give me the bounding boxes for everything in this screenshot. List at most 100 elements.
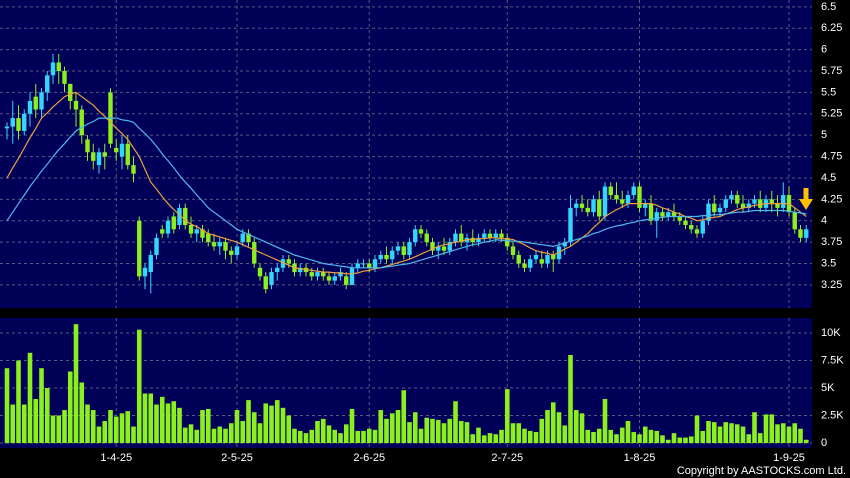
volume-bar [792,423,798,444]
volume-bar [568,354,573,444]
volume-bar [487,433,493,444]
candle-body [637,186,642,208]
candle-body [114,148,119,153]
moving-average-line [6,117,807,269]
candle-body [775,203,780,208]
candle-body [79,109,84,136]
volume-bar [4,368,10,444]
candle-body [545,254,550,264]
volume-bar [343,424,349,444]
y-tick-label: 5.75 [821,65,842,77]
y-tick-label: 2.5K [821,409,844,421]
candle-body [660,212,665,217]
volume-bar [320,418,326,444]
volume-bar [775,424,780,444]
x-tick-label: 1-4-25 [100,452,132,464]
volume-bar [384,418,389,444]
volume-bar [62,410,67,444]
marks-layer [4,53,809,444]
candle-body [22,113,27,131]
volume-bar [142,393,148,444]
candle-body [280,259,286,268]
candle-body [401,246,406,255]
y-tick-label: 5 [821,129,827,141]
volume-bar [527,430,533,444]
candle-body [206,233,211,243]
volume-bar [596,428,602,444]
volume-bar [579,413,585,444]
volume-bar [315,421,320,444]
candle-body [286,259,291,264]
candle-body [671,212,677,217]
candle-body [597,199,602,217]
y-tick-label: 6 [821,44,827,56]
volume-bar [746,434,752,444]
volume-bar [102,421,108,444]
candle-body [229,250,234,255]
volume-bar [493,434,499,444]
volume-bar [113,416,119,444]
y-tick-label: 5.5 [821,86,836,98]
candle-body [194,229,199,234]
candle-body [562,242,567,247]
volume-bar [504,389,510,444]
arrow-head [799,199,813,210]
candle-body [591,199,596,213]
volume-bar [430,418,435,444]
candle-body [677,216,682,221]
volume-bar [729,423,734,444]
volume-bar [683,437,688,444]
volume-bar [223,428,228,444]
volume-bar [280,407,286,444]
y-tick-label: 4.25 [821,193,842,205]
y-tick-label: 3.75 [821,236,842,248]
volume-bar [545,410,550,444]
candle-body [160,229,165,234]
volume-bar [562,425,568,444]
candle-body [430,242,435,251]
candle-body [10,118,15,127]
volume-bar [631,432,637,444]
candle-body [689,225,694,230]
candle-body [666,212,671,217]
candle-body [585,207,590,213]
volume-bar [591,432,596,444]
x-tick-label: 2-6-25 [353,452,385,464]
candle-body [407,242,412,255]
candle-body [694,229,700,234]
volume-bar [573,410,579,444]
candle-body [367,263,372,268]
volume-bar [602,399,608,444]
volume-bar [642,426,648,444]
volume-bar [550,402,556,444]
volume-bar [395,410,401,444]
volume-bar [711,422,717,444]
candle-body [683,220,688,226]
volume-bar [292,428,297,444]
candle-body [700,220,705,234]
candle-body [332,276,337,281]
candle-body [706,203,711,221]
candle-body [712,203,717,213]
candle-body [50,62,56,76]
candle-body [142,267,148,277]
volume-bar [228,423,234,444]
volume-bar [780,423,786,444]
candle-body [165,220,171,234]
candle-body [234,246,240,255]
y-tick-label: 10K [821,327,841,339]
volume-bar [263,403,269,444]
arrow-shaft [803,188,809,200]
volume-bar [274,400,280,444]
volume-bar [769,414,775,444]
candle-body [211,242,217,247]
candle-body [510,246,516,255]
volume-bar [90,410,96,444]
volume-bar [401,390,407,444]
volume-bar [33,399,39,444]
volume-bar [556,412,562,444]
volume-bar [458,421,464,444]
y-tick-label: 4.75 [821,150,842,162]
volume-bar [96,426,102,444]
volume-bar [303,433,309,444]
